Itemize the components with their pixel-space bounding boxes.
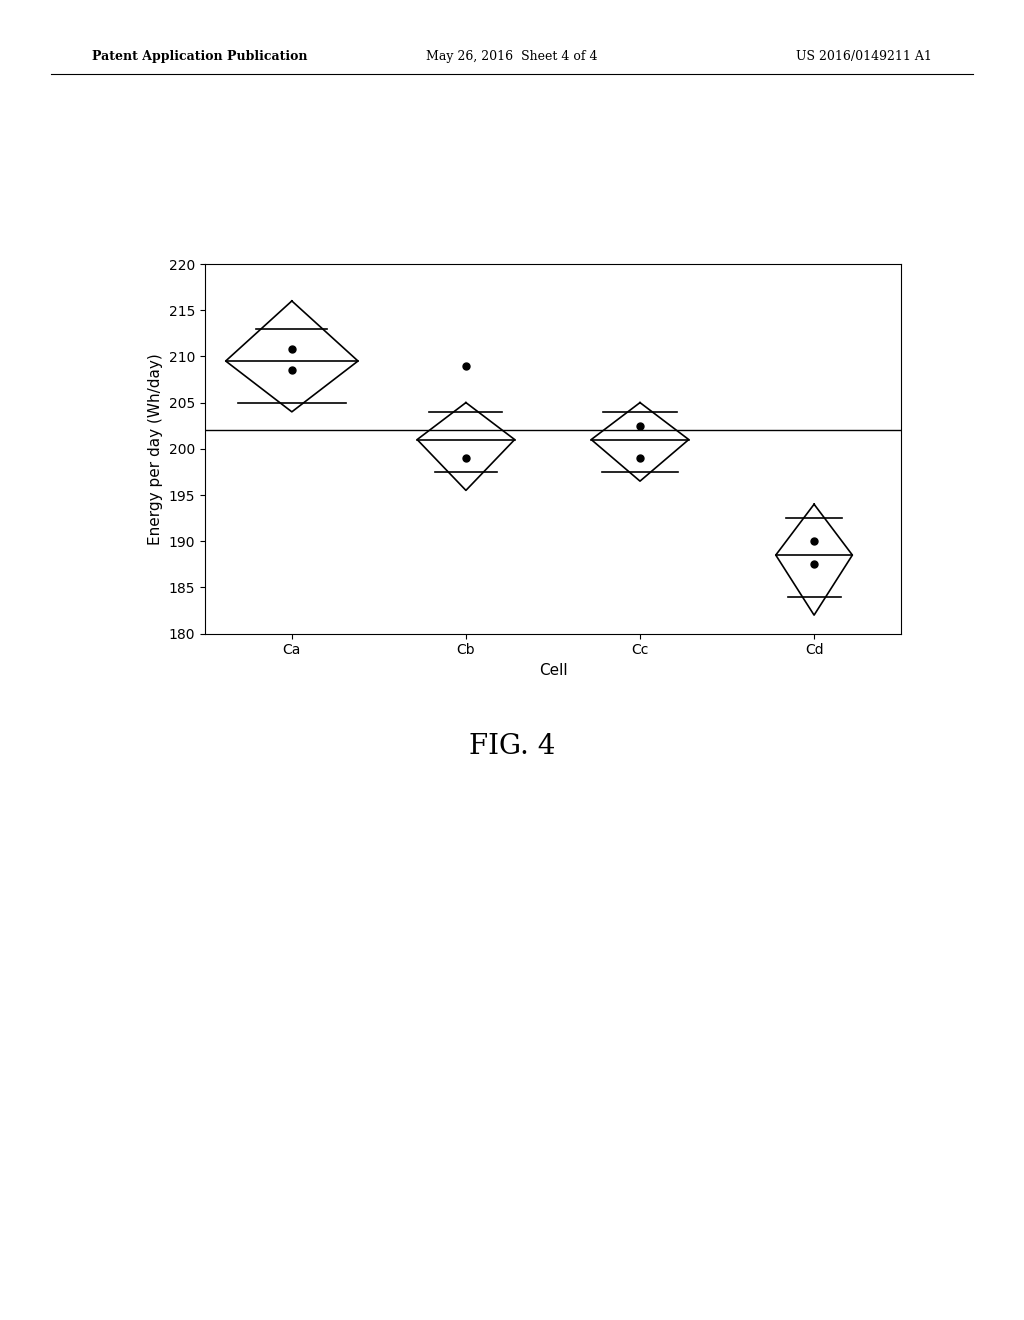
Text: May 26, 2016  Sheet 4 of 4: May 26, 2016 Sheet 4 of 4 [426,50,598,63]
X-axis label: Cell: Cell [539,663,567,678]
Text: US 2016/0149211 A1: US 2016/0149211 A1 [796,50,932,63]
Text: FIG. 4: FIG. 4 [469,733,555,759]
Y-axis label: Energy per day (Wh/day): Energy per day (Wh/day) [148,352,163,545]
Text: Patent Application Publication: Patent Application Publication [92,50,307,63]
